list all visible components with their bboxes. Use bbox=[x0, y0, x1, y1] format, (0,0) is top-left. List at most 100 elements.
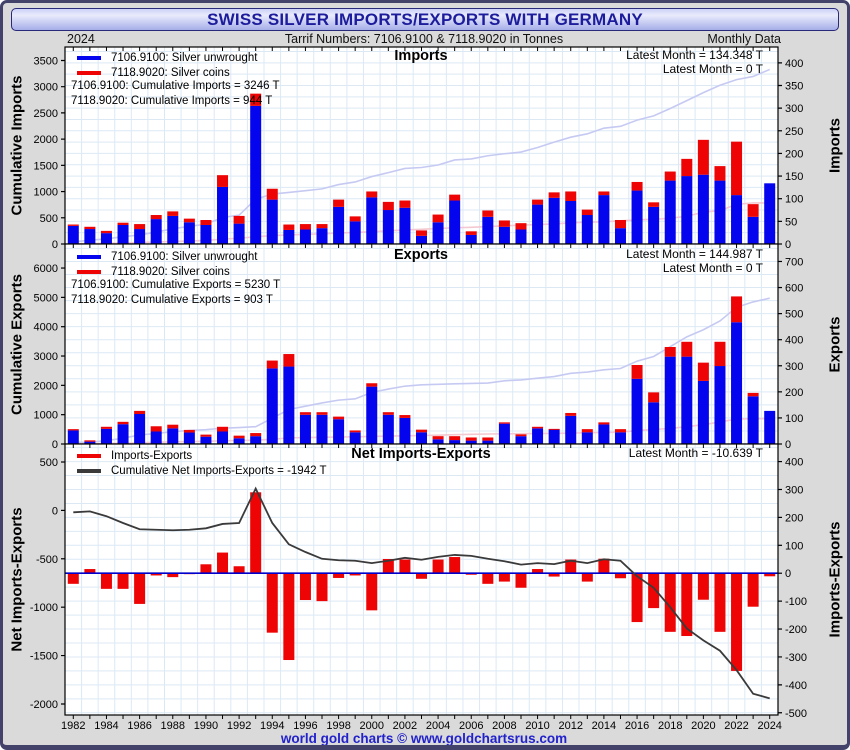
imports-right-axis-label: Imports bbox=[826, 118, 844, 174]
net-bars bbox=[67, 492, 776, 671]
svg-text:2000: 2000 bbox=[360, 720, 384, 732]
svg-text:1986: 1986 bbox=[127, 720, 151, 732]
imports-axis-ticks: 0 500 1000 1500 2000 2500 3000 3500 0 50 100 150 200… bbox=[34, 47, 803, 251]
coins-swatch bbox=[77, 70, 101, 75]
exports-cumulative-unwrought: 7106.9100: Cumulative Exports = 5230 T bbox=[71, 279, 281, 291]
imports-latest-coins: Latest Month = 0 T bbox=[662, 62, 763, 76]
svg-text:2012: 2012 bbox=[558, 720, 582, 732]
svg-text:100: 100 bbox=[785, 194, 803, 206]
panel-exports: 0 1000 2000 3000 4000 5000 6000 0 100 200 300 400 50… bbox=[34, 243, 803, 451]
svg-text:0: 0 bbox=[785, 568, 791, 580]
legend-item-net: Imports-Exports bbox=[71, 448, 327, 463]
imports-latest-unwrought: Latest Month = 134.348 T bbox=[626, 48, 763, 62]
title-bar: SWISS SILVER IMPORTS/EXPORTS WITH GERMAN… bbox=[11, 8, 839, 31]
legend-label: 7118.9020: Silver coins bbox=[111, 265, 230, 278]
svg-text:300: 300 bbox=[785, 103, 803, 115]
page-title: SWISS SILVER IMPORTS/EXPORTS WITH GERMAN… bbox=[207, 9, 643, 29]
svg-text:2024: 2024 bbox=[757, 720, 781, 732]
imports-left-axis-label: Cumulative Imports bbox=[8, 75, 26, 216]
subtitle-row: 2024 Tarrif Numbers: 7106.9100 & 7118.90… bbox=[3, 32, 845, 47]
svg-text:1988: 1988 bbox=[161, 720, 185, 732]
svg-text:600: 600 bbox=[785, 283, 803, 295]
exports-cumulative-coins: 7118.9020: Cumulative Exports = 903 T bbox=[71, 294, 273, 306]
x-axis-year-labels: 1982 1984 1986 1988 1990 1992 1994 1996 1998 2000… bbox=[61, 720, 782, 732]
legend-item-unwrought: 7106.9100: Silver unwrought bbox=[71, 50, 280, 65]
footer-credit: world gold charts © www.goldchartsrus.co… bbox=[280, 731, 568, 746]
legend-label: 7106.9100: Silver unwrought bbox=[111, 250, 258, 263]
legend-label: 7118.9020: Silver coins bbox=[111, 66, 230, 79]
svg-text:2020: 2020 bbox=[691, 720, 715, 732]
svg-text:1984: 1984 bbox=[94, 720, 118, 732]
imports-cumulative-coins: 7118.9020: Cumulative Imports = 944 T bbox=[71, 95, 273, 107]
net-panel-title: Net Imports-Exports bbox=[351, 446, 491, 462]
svg-text:0: 0 bbox=[52, 505, 58, 517]
svg-text:2018: 2018 bbox=[658, 720, 682, 732]
svg-text:100: 100 bbox=[785, 540, 803, 552]
svg-text:-400: -400 bbox=[785, 680, 807, 692]
svg-text:700: 700 bbox=[785, 256, 803, 268]
imports-cumulative-unwrought: 7106.9100: Cumulative Imports = 3246 T bbox=[71, 80, 280, 92]
svg-text:0: 0 bbox=[785, 239, 791, 251]
legend-item-unwrought: 7106.9100: Silver unwrought bbox=[71, 249, 280, 264]
exports-panel-title: Exports bbox=[394, 247, 448, 263]
svg-text:3000: 3000 bbox=[34, 351, 58, 363]
svg-text:6000: 6000 bbox=[34, 263, 58, 275]
imports-latest: Latest Month = 134.348 T Latest Month = … bbox=[626, 48, 763, 76]
svg-text:-300: -300 bbox=[785, 652, 807, 664]
cumulative-net-line bbox=[73, 486, 770, 700]
imports-gridlines bbox=[65, 47, 778, 244]
cumulative-net-swatch bbox=[77, 468, 101, 473]
svg-text:1996: 1996 bbox=[293, 720, 317, 732]
svg-text:1000: 1000 bbox=[34, 187, 58, 199]
svg-text:2002: 2002 bbox=[393, 720, 417, 732]
svg-text:3500: 3500 bbox=[34, 55, 58, 67]
svg-text:2500: 2500 bbox=[34, 108, 58, 120]
svg-text:-500: -500 bbox=[785, 708, 807, 720]
panel-imports: 0 500 1000 1500 2000 2500 3000 3500 0 50 100 150 200… bbox=[34, 46, 803, 251]
svg-text:1992: 1992 bbox=[227, 720, 251, 732]
subtitle-frequency: Monthly Data bbox=[707, 32, 781, 46]
svg-text:150: 150 bbox=[785, 171, 803, 183]
svg-text:-2000: -2000 bbox=[30, 699, 58, 711]
net-latest-month: Latest Month = -10.639 T bbox=[628, 446, 763, 460]
subtitle-tariff: Tarrif Numbers: 7106.9100 & 7118.9020 in… bbox=[284, 32, 564, 46]
svg-text:500: 500 bbox=[40, 457, 58, 469]
net-left-axis-label: Net Imports-Exports bbox=[8, 507, 26, 652]
svg-text:1982: 1982 bbox=[61, 720, 85, 732]
exports-gridlines bbox=[65, 244, 778, 444]
imports-legend: 7106.9100: Silver unwrought 7118.9020: S… bbox=[71, 50, 280, 110]
svg-text:2014: 2014 bbox=[592, 720, 616, 732]
svg-text:2000: 2000 bbox=[34, 134, 58, 146]
svg-text:200: 200 bbox=[785, 512, 803, 524]
svg-text:2010: 2010 bbox=[525, 720, 549, 732]
svg-text:2008: 2008 bbox=[492, 720, 516, 732]
svg-text:400: 400 bbox=[785, 457, 803, 469]
net-legend: Imports-Exports Cumulative Net Imports-E… bbox=[71, 448, 327, 478]
coins-swatch bbox=[77, 269, 101, 274]
svg-text:2004: 2004 bbox=[426, 720, 450, 732]
svg-text:200: 200 bbox=[785, 387, 803, 399]
svg-text:500: 500 bbox=[785, 309, 803, 321]
svg-text:-200: -200 bbox=[785, 624, 807, 636]
svg-text:-1500: -1500 bbox=[30, 651, 58, 663]
svg-text:2016: 2016 bbox=[625, 720, 649, 732]
legend-label: 7106.9100: Silver unwrought bbox=[111, 51, 258, 64]
net-latest: Latest Month = -10.639 T bbox=[629, 446, 763, 460]
svg-text:0: 0 bbox=[52, 439, 58, 451]
svg-text:350: 350 bbox=[785, 80, 803, 92]
svg-text:300: 300 bbox=[785, 361, 803, 373]
legend-label: Cumulative Net Imports-Exports = -1942 T bbox=[111, 464, 327, 477]
exports-latest-unwrought: Latest Month = 144.987 T bbox=[626, 247, 763, 261]
svg-text:3000: 3000 bbox=[34, 82, 58, 94]
exports-latest: Latest Month = 144.987 T Latest Month = … bbox=[626, 247, 763, 275]
svg-text:2000: 2000 bbox=[34, 380, 58, 392]
svg-text:1998: 1998 bbox=[326, 720, 350, 732]
legend-label: Imports-Exports bbox=[111, 449, 193, 462]
legend-item-cumulative-net: Cumulative Net Imports-Exports = -1942 T bbox=[71, 463, 327, 478]
svg-text:1500: 1500 bbox=[34, 160, 58, 172]
svg-text:1000: 1000 bbox=[34, 410, 58, 422]
svg-text:2006: 2006 bbox=[459, 720, 483, 732]
subtitle-year: 2024 bbox=[67, 32, 95, 46]
exports-left-axis-label: Cumulative Exports bbox=[8, 274, 26, 415]
